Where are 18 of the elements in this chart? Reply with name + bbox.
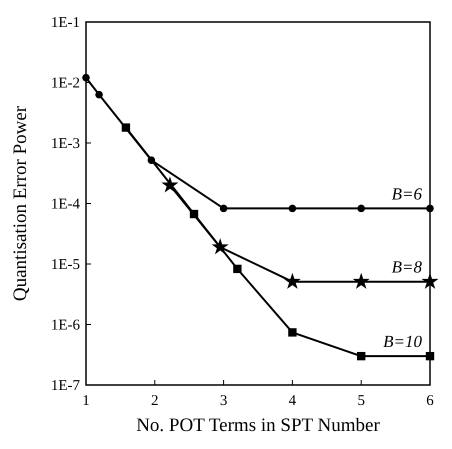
y-tick-label: 1E-7 (50, 378, 80, 394)
x-tick-label: 4 (288, 393, 297, 409)
series-label: B=6 (392, 184, 422, 204)
y-tick-label: 1E-2 (50, 76, 80, 92)
x-axis-title: No. POT Terms in SPT Number (136, 415, 380, 436)
y-tick-label: 1E-5 (50, 257, 80, 273)
series-label: B=10 (383, 332, 422, 352)
series-label: B=8 (392, 258, 422, 277)
x-tick-label: 2 (151, 393, 159, 409)
y-tick-label: 1E-6 (50, 318, 80, 334)
y-tick-label: 1E-1 (50, 15, 80, 31)
y-tick-label: 1E-3 (50, 136, 80, 152)
x-tick-label: 1 (82, 393, 90, 409)
y-axis-title: Quantisation Error Power (10, 105, 31, 302)
x-tick-label: 3 (220, 393, 228, 409)
y-tick-label: 1E-4 (50, 196, 80, 212)
x-tick-label: 6 (426, 393, 434, 409)
x-tick-label: 5 (357, 393, 365, 409)
